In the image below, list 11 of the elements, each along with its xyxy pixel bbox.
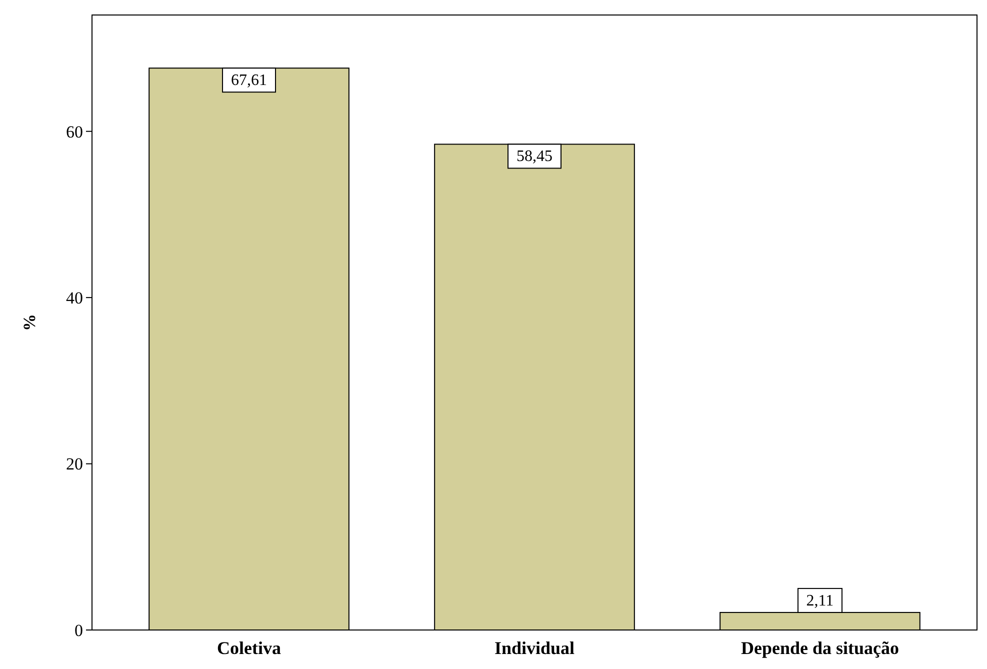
data-label: 58,45 [516, 148, 552, 166]
x-tick-label: Individual [494, 638, 575, 658]
x-tick-label: Coletiva [217, 638, 282, 658]
y-tick-label: 60 [66, 122, 83, 142]
y-tick-label: 40 [66, 288, 83, 308]
data-label: 67,61 [231, 72, 268, 90]
x-tick-label: Depende da situação [740, 638, 899, 658]
y-tick-label: 20 [66, 454, 83, 474]
y-axis-title: % [20, 314, 39, 331]
data-label: 2,11 [806, 592, 834, 610]
y-tick-label: 0 [74, 620, 83, 640]
